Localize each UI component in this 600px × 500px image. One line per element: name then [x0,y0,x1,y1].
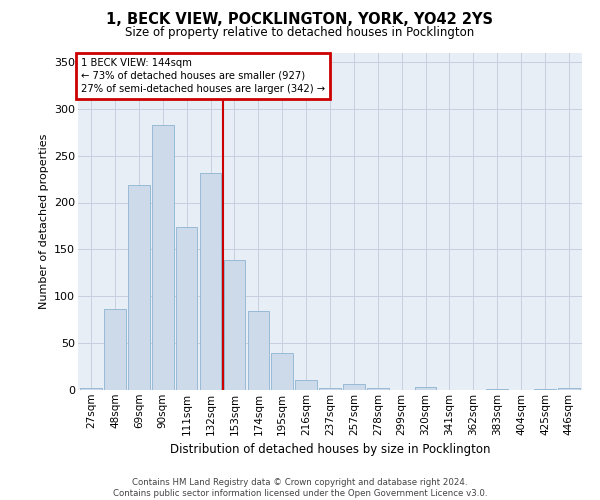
Bar [104,310,126,390]
Text: Size of property relative to detached houses in Pocklington: Size of property relative to detached ho… [125,26,475,39]
Bar [558,388,580,390]
Text: 1 BECK VIEW: 144sqm
← 73% of detached houses are smaller (927)
27% of semi-detac: 1 BECK VIEW: 144sqm ← 73% of detached ho… [80,58,325,94]
Bar [152,124,173,390]
Bar [367,388,389,390]
Bar [248,311,269,390]
Bar [415,387,436,390]
Bar [295,380,317,390]
Bar [319,388,341,390]
Bar [487,389,508,390]
Text: 1, BECK VIEW, POCKLINGTON, YORK, YO42 2YS: 1, BECK VIEW, POCKLINGTON, YORK, YO42 2Y… [107,12,493,28]
X-axis label: Distribution of detached houses by size in Pocklington: Distribution of detached houses by size … [170,443,490,456]
Bar [128,184,149,390]
Text: Contains HM Land Registry data © Crown copyright and database right 2024.
Contai: Contains HM Land Registry data © Crown c… [113,478,487,498]
Bar [200,172,221,390]
Bar [343,384,365,390]
Y-axis label: Number of detached properties: Number of detached properties [38,134,49,309]
Bar [224,260,245,390]
Bar [534,389,556,390]
Bar [80,388,102,390]
Bar [176,227,197,390]
Bar [271,354,293,390]
